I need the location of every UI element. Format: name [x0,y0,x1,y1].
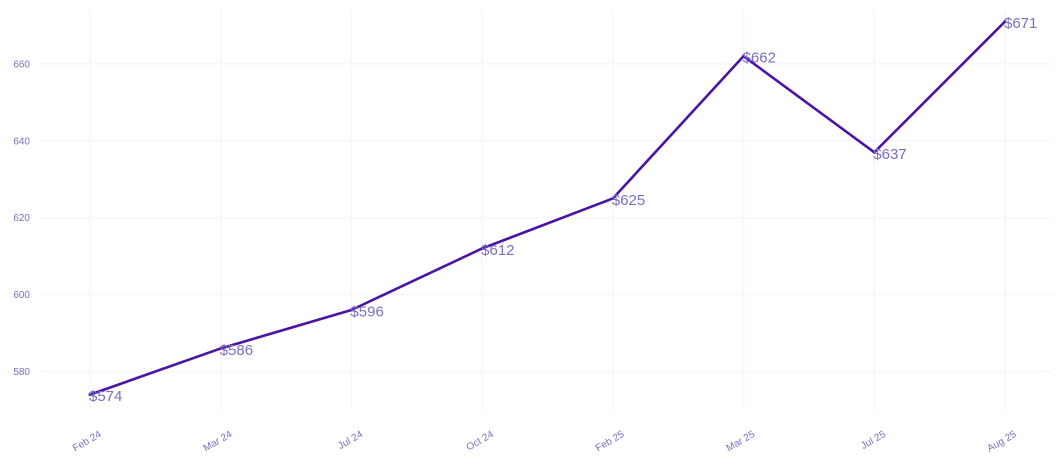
x-tick-label: Jul 25 [859,429,888,452]
y-tick-label: 620 [13,213,30,224]
x-tick-label: Feb 24 [71,429,104,454]
x-tick-label: Mar 24 [202,429,235,454]
data-label: $586 [220,342,253,359]
data-point [611,196,615,200]
data-point [219,346,223,350]
grid-layer [40,10,1052,410]
x-tick-label: Feb 25 [594,429,627,454]
y-tick-label: 600 [13,290,30,301]
y-tick-label: 660 [13,59,30,70]
data-point [349,308,353,312]
data-label: $574 [89,388,122,405]
data-label: $596 [350,303,383,320]
x-tick-label: Mar 25 [725,429,758,454]
series-layer [88,20,1007,397]
data-point [480,246,484,250]
x-tick-label: Aug 25 [986,429,1019,455]
data-point [1003,20,1007,24]
data-label: $625 [612,192,645,209]
y-tick-label: 640 [13,136,30,147]
data-point [742,54,746,58]
data-label: $637 [873,146,906,163]
data-label: $662 [743,50,776,67]
y-tick-label: 580 [13,367,30,378]
x-tick-label: Oct 24 [465,429,496,453]
tick-layer: 580 600 620 640 660 Feb 24 Mar 24 Jul 24 Oct 24 F… [13,59,1019,454]
series-line [88,20,1007,396]
data-point [872,150,876,154]
data-label: $671 [1004,15,1037,32]
data-point [88,393,92,397]
data-label: $612 [481,242,514,259]
x-tick-label: Jul 24 [336,429,365,452]
data-label-layer: $574 $586 $596 $612 $625 $662 $637 $671 [89,15,1037,405]
